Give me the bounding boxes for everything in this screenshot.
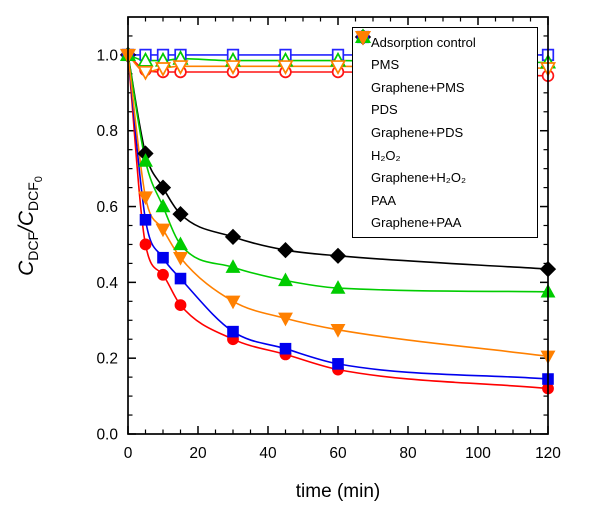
data-point-marker	[172, 206, 189, 223]
x-tick-label: 0	[124, 445, 133, 462]
data-point-marker	[277, 242, 294, 259]
x-tick-label: 20	[189, 445, 207, 462]
y-axis-label-sub0: 0	[32, 176, 45, 183]
data-point-marker	[157, 268, 169, 281]
legend-item-graphene-pds: Graphene+PDS	[357, 31, 535, 140]
data-point-marker	[277, 60, 294, 75]
legend-item-graphene-paa: Graphene+PAA	[355, 31, 535, 231]
x-tick-label: 120	[535, 445, 561, 462]
legend-item-paa: PAA	[354, 30, 535, 208]
data-point-marker	[154, 62, 172, 77]
legend-label: PAA	[371, 192, 397, 208]
legend-item-h2o2: H₂O₂	[354, 28, 535, 163]
legend-label: PMS	[371, 57, 400, 73]
y-tick-label: 0.6	[96, 199, 118, 216]
legend-label: PDS	[371, 102, 398, 118]
legend-item-graphene-h2o2: Graphene+H₂O₂	[355, 29, 535, 186]
data-point-marker	[330, 324, 346, 338]
legend: Adsorption control PMS Graphene+PMS PDS Grap…	[352, 27, 538, 238]
data-point-marker	[278, 312, 293, 327]
data-point-marker	[139, 214, 152, 226]
y-tick-label: 0.0	[96, 427, 118, 444]
data-point-marker	[329, 247, 347, 264]
graphene-h2o2-markers	[120, 46, 556, 298]
legend-label: Graphene+PMS	[371, 79, 465, 95]
y-tick-label: 0.4	[96, 275, 118, 292]
y-tick-label: 1.0	[96, 47, 118, 64]
legend-item-pms: PMS	[356, 30, 535, 73]
data-point-marker	[174, 272, 187, 285]
data-point-marker	[139, 238, 152, 251]
legend-item-adsorption-control: Adsorption control	[354, 28, 535, 50]
data-point-marker	[330, 280, 346, 294]
data-point-marker	[173, 252, 188, 266]
data-point-marker	[224, 228, 242, 245]
legend-item-pds: PDS	[356, 30, 535, 118]
y-axis-label-c1: C	[15, 260, 39, 276]
data-point-marker	[138, 191, 153, 206]
legend-item-graphene-pms: Graphene+PMS	[357, 31, 535, 95]
legend-label: Adsorption control	[371, 34, 476, 50]
data-point-marker	[173, 236, 188, 251]
y-tick-label: 0.2	[96, 351, 118, 368]
data-point-marker	[138, 153, 153, 167]
data-point-marker	[172, 60, 189, 75]
y-axis-label: CDCF/CDCF0	[15, 176, 45, 276]
x-axis-label: time (min)	[295, 481, 381, 502]
y-axis-label-c2: /C	[15, 210, 39, 232]
legend-label: Graphene+PDS	[371, 124, 464, 140]
y-axis-label-sub1: DCF	[25, 231, 42, 261]
data-point-marker	[137, 51, 154, 67]
data-point-marker	[224, 60, 242, 75]
data-point-marker	[137, 65, 154, 81]
data-point-marker	[154, 179, 172, 196]
legend-label: Graphene+H₂O₂	[371, 170, 467, 186]
data-point-marker	[329, 60, 347, 75]
data-point-marker	[155, 198, 171, 213]
x-tick-label: 100	[465, 445, 491, 462]
legend-label: H₂O₂	[371, 147, 401, 163]
y-axis-label-sub2: DCF0	[25, 176, 45, 211]
plot-frame	[127, 16, 549, 435]
graphene-pms-line	[128, 54, 548, 390]
x-tick-label: 40	[259, 445, 277, 462]
data-point-marker	[155, 223, 171, 238]
data-point-marker	[157, 251, 169, 264]
data-point-marker	[225, 295, 241, 310]
data-point-marker	[332, 358, 344, 370]
data-point-marker	[225, 259, 241, 273]
data-point-marker	[174, 299, 187, 312]
x-tick-labels: 0 20 40 60 80 100 120	[124, 445, 562, 462]
y-tick-labels: 0.0 0.2 0.4 0.6 0.8 1.0	[96, 47, 118, 443]
data-point-marker	[355, 31, 371, 45]
data-point-marker	[227, 325, 239, 338]
data-point-marker	[278, 272, 293, 287]
data-point-marker	[279, 342, 292, 355]
y-tick-label: 0.8	[96, 123, 118, 140]
x-tick-label: 60	[329, 445, 347, 462]
x-tick-label: 80	[399, 445, 417, 462]
legend-label: Graphene+PAA	[371, 215, 462, 231]
